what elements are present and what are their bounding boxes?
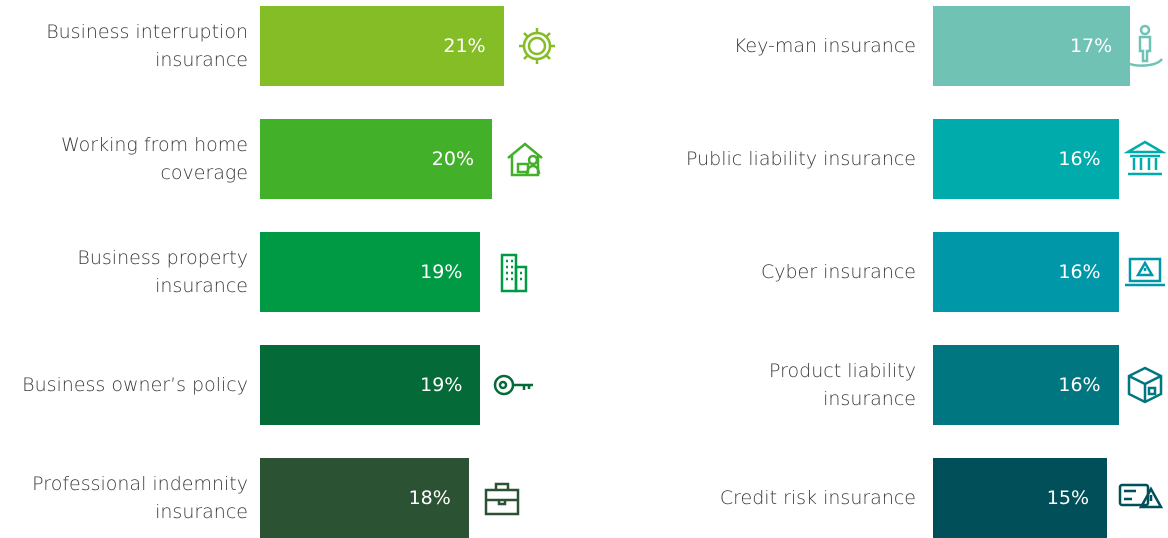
bar (260, 119, 492, 199)
category-text: Credit risk insurance (719, 487, 916, 509)
bar-row: Business property insurance 19% (0, 232, 1168, 312)
icon (484, 482, 520, 516)
value-label: 17% (1069, 35, 1113, 57)
icon (1125, 257, 1165, 287)
category-label: Professional indemnity insurance (0, 458, 248, 538)
bar-row: Business interruption insurance 21% (0, 6, 1168, 86)
bar (260, 345, 481, 425)
icon (1127, 24, 1163, 67)
icon (1118, 483, 1163, 509)
bar (933, 232, 1119, 312)
category-text: Key-man insurance (733, 35, 916, 57)
icon (518, 28, 555, 64)
bar (933, 6, 1131, 86)
bar-row: Credit risk insurance 15% (0, 458, 1168, 538)
category-label: Cyber insurance (640, 232, 916, 312)
icon (501, 253, 528, 293)
category-text: Cyber insurance (760, 261, 916, 283)
category-text: Professional indemnity insurance (32, 473, 248, 523)
bar (260, 6, 504, 86)
category-label: Credit risk insurance (640, 458, 916, 538)
value-label: 16% (1058, 261, 1101, 283)
bar-row: Product liability insurance 16% (0, 345, 1168, 425)
icon (494, 374, 534, 396)
category-label: Key-man insurance (640, 6, 916, 86)
icon (1127, 366, 1163, 404)
bar-row: Business owner’s policy 19% (0, 345, 1168, 425)
category-text: Product liability insurance (769, 360, 916, 410)
bar-row: Working from home coverage 20% (0, 119, 1168, 199)
value-label: 16% (1058, 374, 1101, 396)
value-label: 15% (1046, 487, 1089, 509)
category-text: Business property insurance (77, 247, 248, 297)
bar-row: Key-man insurance 17% (0, 6, 1168, 86)
bar (933, 119, 1119, 199)
category-label: Business property insurance (0, 232, 248, 312)
bar-row: Cyber insurance 16% (0, 232, 1168, 312)
icon (1123, 140, 1167, 176)
value-label: 20% (431, 148, 474, 170)
bar (260, 458, 469, 538)
bar-row: Professional indemnity insurance 18% (0, 458, 1168, 538)
value-label: 16% (1058, 148, 1101, 170)
value-label: 21% (443, 35, 486, 57)
bar (933, 345, 1119, 425)
category-label: Business owner’s policy (0, 345, 248, 425)
category-text: Business owner’s policy (22, 374, 248, 396)
category-label: Working from home coverage (0, 119, 248, 199)
category-label: Product liability insurance (640, 345, 916, 425)
bar (260, 232, 481, 312)
bar (933, 458, 1107, 538)
category-text: Working from home coverage (61, 134, 248, 184)
bar-row: Public liability insurance 16% (0, 119, 1168, 199)
value-label: 19% (420, 374, 463, 396)
category-label: Business interruption insurance (0, 6, 248, 86)
value-label: 19% (420, 261, 463, 283)
category-text: Business interruption insurance (46, 21, 248, 71)
category-label: Public liability insurance (640, 119, 916, 199)
category-text: Public liability insurance (686, 148, 916, 170)
value-label: 18% (408, 487, 451, 509)
icon (507, 142, 543, 177)
